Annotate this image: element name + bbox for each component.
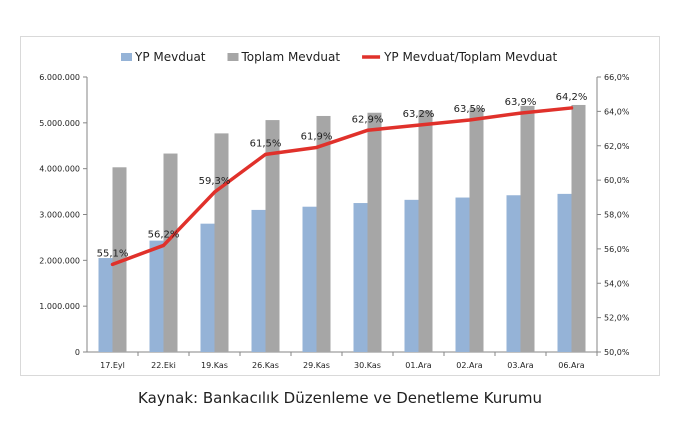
ratio-data-label: 64,2% [556,92,588,103]
ratio-point [162,243,165,247]
y-right-tick-label: 58,0% [604,211,630,220]
source-caption: Kaynak: Bankacılık Düzenleme ve Denetlem… [138,389,542,407]
ratio-line [110,106,574,267]
y-left-tick-label: 0 [75,348,80,357]
bar-toplam-mevduat [112,167,127,352]
ratio-data-label: 59,3% [199,176,231,187]
ratio-point [519,111,522,115]
bar-toplam-mevduat [469,108,484,353]
bar-toplam-mevduat [163,153,178,352]
combo-chart: 0 1.000.000 2.000.000 3.000.000 4.000.000 5.0… [39,50,630,370]
x-tick-label: 29.Kas [303,361,330,370]
y-right-tick-label: 66,0% [604,73,630,82]
ratio-point [315,145,318,149]
chart-area: 0 1.000.000 2.000.000 3.000.000 4.000.000 5.0… [20,36,660,376]
ratio-data-label: 63,9% [505,97,537,108]
legend-swatch-toplam-mevduat [227,53,239,61]
bar-toplam-mevduat [367,112,382,352]
y-right-tick-label: 56,0% [604,245,630,254]
y-left-tick-label: 1.000.000 [39,302,80,311]
ratio-point [366,128,369,132]
y-right-tick-label: 54,0% [604,279,630,288]
ratio-data-label: 63,5% [454,104,486,115]
ratio-point [570,106,573,110]
y-left-tick-label: 6.000.000 [39,73,80,82]
bar-yp-mevduat [404,199,419,352]
bar-yp-mevduat [557,193,572,352]
bar-toplam-mevduat [214,133,229,352]
bar-yp-mevduat [251,209,266,352]
legend-swatch-yp-mevduat [121,53,132,61]
bar-toplam-mevduat [265,120,280,352]
ratio-point [468,118,471,122]
bar-toplam-mevduat [571,104,586,352]
y-right-tick-label: 64,0% [604,107,630,116]
bar-toplam-mevduat [316,115,331,352]
ratio-point [213,190,216,194]
bar-yp-mevduat [149,240,164,352]
bar-yp-mevduat [200,223,215,352]
bar-toplam-mevduat [520,105,535,352]
ratio-point [264,152,267,156]
ratio-data-label: 56,2% [148,229,180,240]
y-right-tick-label: 62,0% [604,142,630,151]
y-right-tick-label: 50,0% [604,348,630,357]
x-tick-label: 30.Kas [354,361,381,370]
y-left-tick-label: 5.000.000 [39,119,80,128]
x-tick-label: 26.Kas [252,361,279,370]
bar-yp-mevduat [98,258,113,352]
ratio-point [111,262,114,266]
bar-toplam-mevduat [418,110,433,352]
bar-yp-mevduat [353,203,368,352]
x-tick-label: 02.Ara [456,361,482,370]
y-left-tick-label: 2.000.000 [39,256,80,265]
bar-yp-mevduat [506,195,521,352]
x-tick-label: 19.Kas [201,361,228,370]
ratio-point [417,123,420,127]
y-right-tick-label: 60,0% [604,176,630,185]
bar-yp-mevduat [455,197,470,352]
ratio-data-label: 63,2% [403,109,435,120]
ratio-data-label: 61,9% [301,131,333,142]
y-left-tick-label: 4.000.000 [39,165,80,174]
legend-label-toplam-mevduat: Toplam Mevduat [241,50,341,64]
y-left-tick-label: 3.000.000 [39,211,80,220]
x-tick-label: 06.Ara [558,361,584,370]
bar-yp-mevduat [302,206,317,352]
ratio-data-label: 62,9% [352,114,384,125]
legend-label-yp-mevduat-toplam-mevduat: YP Mevduat/Toplam Mevduat [383,50,557,64]
y-right-tick-label: 52,0% [604,314,630,323]
x-tick-label: 22.Eki [151,361,176,370]
legend-label-yp-mevduat: YP Mevduat [134,50,206,64]
x-tick-label: 03.Ara [507,361,533,370]
x-tick-label: 01.Ara [405,361,431,370]
ratio-data-label: 55,1% [97,248,129,259]
x-tick-label: 17.Eyl [100,361,125,370]
ratio-data-label: 61,5% [250,138,282,149]
